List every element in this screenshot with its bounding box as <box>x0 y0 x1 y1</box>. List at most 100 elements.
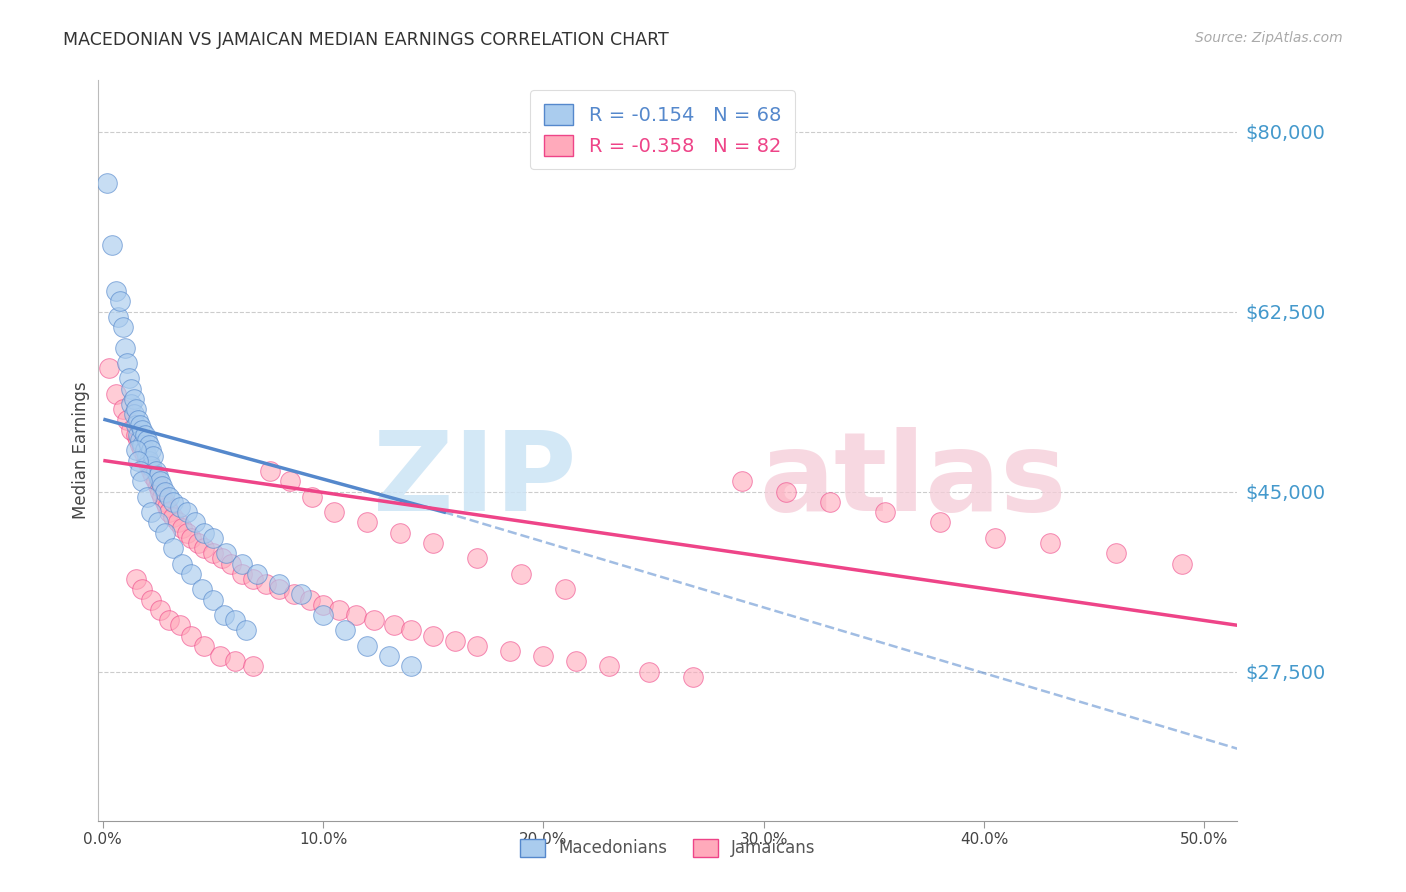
Text: ZIP: ZIP <box>374 426 576 533</box>
Point <box>134 428 156 442</box>
Text: atlas: atlas <box>759 426 1066 533</box>
Point <box>193 525 215 540</box>
Point <box>122 408 145 422</box>
Point <box>399 659 422 673</box>
Point <box>531 649 554 664</box>
Point <box>169 500 191 514</box>
Point <box>191 582 214 597</box>
Point <box>323 505 346 519</box>
Point <box>166 516 188 530</box>
Point <box>363 613 385 627</box>
Point <box>211 551 233 566</box>
Point <box>127 454 149 468</box>
Point <box>149 484 172 499</box>
Point <box>153 525 176 540</box>
Point <box>242 659 264 673</box>
Point <box>141 443 163 458</box>
Point <box>162 495 184 509</box>
Point <box>100 237 122 252</box>
Point <box>873 505 896 519</box>
Point <box>129 433 152 447</box>
Point <box>129 464 152 478</box>
Point <box>172 520 194 534</box>
Point <box>149 475 172 489</box>
Point <box>254 577 277 591</box>
Point <box>278 475 301 489</box>
Point <box>105 284 128 298</box>
Point <box>118 371 141 385</box>
Point <box>127 433 149 447</box>
Point <box>135 454 157 468</box>
Point <box>201 531 224 545</box>
Point <box>153 484 176 499</box>
Point <box>138 458 160 473</box>
Point <box>125 572 148 586</box>
Point <box>157 505 180 519</box>
Point <box>565 654 588 668</box>
Text: MACEDONIAN VS JAMAICAN MEDIAN EARNINGS CORRELATION CHART: MACEDONIAN VS JAMAICAN MEDIAN EARNINGS C… <box>63 31 669 49</box>
Point <box>176 505 198 519</box>
Point <box>231 566 253 581</box>
Point <box>328 603 350 617</box>
Point <box>115 412 138 426</box>
Point <box>510 566 533 581</box>
Point <box>141 458 163 473</box>
Point <box>146 479 169 493</box>
Point <box>356 516 378 530</box>
Point <box>142 469 165 483</box>
Point <box>135 433 157 447</box>
Point <box>131 438 153 452</box>
Point <box>598 659 620 673</box>
Point <box>818 495 841 509</box>
Point <box>157 613 180 627</box>
Point <box>422 628 444 642</box>
Point <box>312 598 335 612</box>
Point <box>110 294 132 309</box>
Text: Source: ZipAtlas.com: Source: ZipAtlas.com <box>1195 31 1343 45</box>
Point <box>149 603 172 617</box>
Point <box>224 613 246 627</box>
Point <box>125 402 148 417</box>
Point <box>682 670 704 684</box>
Point <box>259 464 281 478</box>
Point <box>134 449 156 463</box>
Point <box>382 618 405 632</box>
Point <box>187 536 209 550</box>
Point <box>378 649 401 664</box>
Point <box>145 464 167 478</box>
Point <box>150 479 173 493</box>
Point <box>127 412 149 426</box>
Point <box>125 428 148 442</box>
Point <box>114 341 136 355</box>
Point <box>267 577 290 591</box>
Point <box>283 587 305 601</box>
Point <box>141 464 163 478</box>
Point <box>984 531 1007 545</box>
Point <box>145 475 167 489</box>
Point <box>499 644 522 658</box>
Point <box>219 557 242 571</box>
Point <box>115 356 138 370</box>
Point <box>180 628 202 642</box>
Point <box>98 361 121 376</box>
Point <box>465 639 488 653</box>
Point <box>267 582 290 597</box>
Point <box>180 531 202 545</box>
Point <box>135 449 157 463</box>
Point <box>134 443 156 458</box>
Point <box>141 592 163 607</box>
Point <box>127 428 149 442</box>
Point <box>176 525 198 540</box>
Point <box>298 592 321 607</box>
Point <box>162 510 184 524</box>
Point <box>162 541 184 556</box>
Point <box>111 320 134 334</box>
Point <box>138 454 160 468</box>
Point <box>135 490 157 504</box>
Point <box>1039 536 1062 550</box>
Point <box>399 624 422 638</box>
Point <box>157 490 180 504</box>
Point <box>180 566 202 581</box>
Point <box>156 500 179 514</box>
Point <box>422 536 444 550</box>
